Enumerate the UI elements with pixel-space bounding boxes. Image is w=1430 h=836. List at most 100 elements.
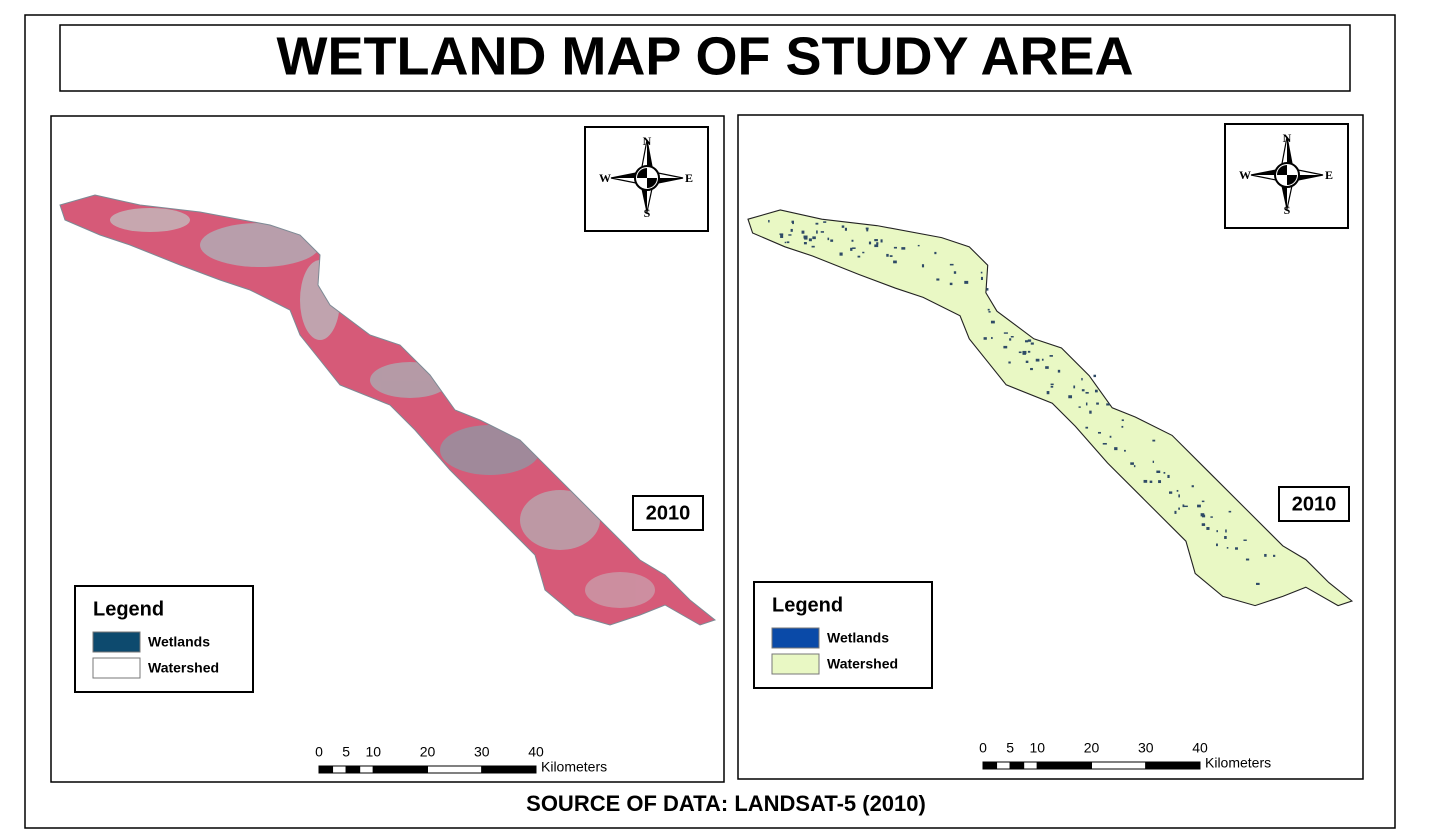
wetland-patch bbox=[1264, 553, 1267, 557]
wetland-patch bbox=[1121, 425, 1124, 428]
wetland-patch bbox=[1093, 374, 1097, 378]
wetland-patch bbox=[1085, 402, 1088, 406]
wetland-patch bbox=[1256, 582, 1260, 585]
wetland-patch bbox=[812, 236, 816, 240]
wetland-patch bbox=[1226, 547, 1229, 549]
wetland-patch bbox=[1156, 470, 1161, 473]
wetland-patch bbox=[1089, 410, 1092, 414]
wetland-patch bbox=[1130, 462, 1134, 465]
legend-label: Watershed bbox=[827, 656, 898, 672]
wetland-patch bbox=[1050, 383, 1054, 386]
wetland-patch bbox=[850, 247, 853, 251]
scale-unit: Kilometers bbox=[541, 759, 607, 775]
legend-swatch bbox=[92, 631, 141, 653]
scale-label: 40 bbox=[1192, 740, 1208, 756]
wetland-patch bbox=[1106, 403, 1110, 406]
compass-s: S bbox=[1284, 203, 1291, 217]
scale-segment bbox=[1091, 761, 1147, 770]
year-box bbox=[1278, 486, 1350, 522]
wetland-patch bbox=[1183, 505, 1188, 508]
wetland-patch bbox=[1202, 524, 1206, 526]
legend-title: Legend bbox=[93, 598, 164, 620]
compass-n: N bbox=[1283, 131, 1292, 145]
year-box bbox=[632, 495, 704, 531]
wetland-patch bbox=[1003, 332, 1008, 334]
wetland-patch bbox=[823, 221, 827, 223]
scale-label: 30 bbox=[474, 744, 490, 760]
compass-s: S bbox=[644, 206, 651, 220]
scale-segment bbox=[332, 765, 347, 774]
wetland-patch bbox=[1018, 351, 1022, 354]
wetland-patch bbox=[1097, 431, 1102, 434]
wetland-patch bbox=[1010, 336, 1014, 338]
wetland-patch bbox=[1035, 358, 1040, 362]
compass-quadrants bbox=[637, 168, 657, 188]
wetland-patch bbox=[1085, 391, 1089, 394]
scale-label: 10 bbox=[1029, 740, 1045, 756]
wetland-patch bbox=[980, 276, 983, 281]
wetland-patch bbox=[839, 252, 843, 256]
scale-segment bbox=[481, 765, 537, 774]
wetland-patch bbox=[1081, 377, 1083, 381]
wetland-patch bbox=[901, 247, 906, 250]
wetland-patch bbox=[1210, 516, 1213, 518]
scale-segment bbox=[996, 761, 1011, 770]
wetland-patch bbox=[1078, 406, 1081, 408]
wetland-patch bbox=[1124, 449, 1126, 452]
wetland-patch bbox=[1169, 491, 1173, 494]
wetland-patch bbox=[1149, 480, 1153, 483]
compass-e: E bbox=[1325, 168, 1333, 182]
wetland-patch bbox=[1224, 536, 1227, 539]
wetland-patch bbox=[851, 239, 854, 242]
wetland-patch bbox=[1167, 474, 1170, 479]
wetland-patch bbox=[1096, 402, 1099, 405]
wetland-patch bbox=[1024, 340, 1029, 343]
wetland-patch bbox=[921, 264, 925, 268]
false-color-map bbox=[59, 194, 716, 626]
year-label: 2010 bbox=[646, 502, 691, 524]
wetland-patch bbox=[1176, 489, 1179, 492]
scale-segment bbox=[318, 765, 334, 774]
wetland-patch bbox=[801, 230, 805, 234]
scale-segment bbox=[345, 765, 361, 774]
scale-label: 5 bbox=[1006, 740, 1014, 756]
wetland-patch bbox=[1163, 471, 1166, 474]
wetland-patch bbox=[1081, 389, 1085, 392]
wetland-map bbox=[747, 209, 1353, 607]
wetland-patch bbox=[841, 225, 845, 228]
wetland-patch bbox=[1216, 530, 1218, 533]
wetland-patch bbox=[1197, 504, 1201, 508]
compass-w: W bbox=[1239, 168, 1251, 182]
scale-segment bbox=[359, 765, 374, 774]
scale-segment bbox=[1009, 761, 1025, 770]
wetland-patch bbox=[1121, 419, 1124, 422]
wetland-patch bbox=[1041, 358, 1044, 361]
wetland-patch bbox=[1178, 494, 1180, 498]
source-note: SOURCE OF DATA: LANDSAT-5 (2010) bbox=[526, 791, 926, 816]
wetland-patch bbox=[986, 288, 989, 291]
wetland-patch bbox=[1201, 514, 1206, 517]
wetland-patch bbox=[1050, 385, 1054, 388]
wetland-patch bbox=[1046, 391, 1050, 395]
left-panel bbox=[50, 115, 725, 783]
scale-segment bbox=[1036, 761, 1092, 770]
wetland-patch bbox=[991, 336, 993, 340]
wetland-patch bbox=[988, 311, 991, 313]
wetland-patch bbox=[1225, 529, 1227, 533]
wetland-patch bbox=[1152, 439, 1156, 442]
wetland-patch bbox=[1206, 527, 1210, 530]
title: WETLAND MAP OF STUDY AREA bbox=[276, 26, 1133, 86]
wetland-patch bbox=[893, 260, 897, 264]
wetland-patch bbox=[893, 246, 897, 249]
legend-swatch bbox=[771, 627, 820, 649]
legend-title: Legend bbox=[772, 594, 843, 616]
wetland-patch bbox=[949, 263, 954, 266]
title-box bbox=[59, 24, 1351, 92]
compass-e: E bbox=[685, 171, 693, 185]
scale-label: 0 bbox=[979, 740, 987, 756]
wetland-patch bbox=[1191, 485, 1194, 488]
wetland-patch bbox=[983, 337, 987, 340]
wetland-patch bbox=[803, 242, 807, 245]
wetland-patch bbox=[1109, 435, 1112, 438]
wetland-patch bbox=[844, 227, 848, 231]
